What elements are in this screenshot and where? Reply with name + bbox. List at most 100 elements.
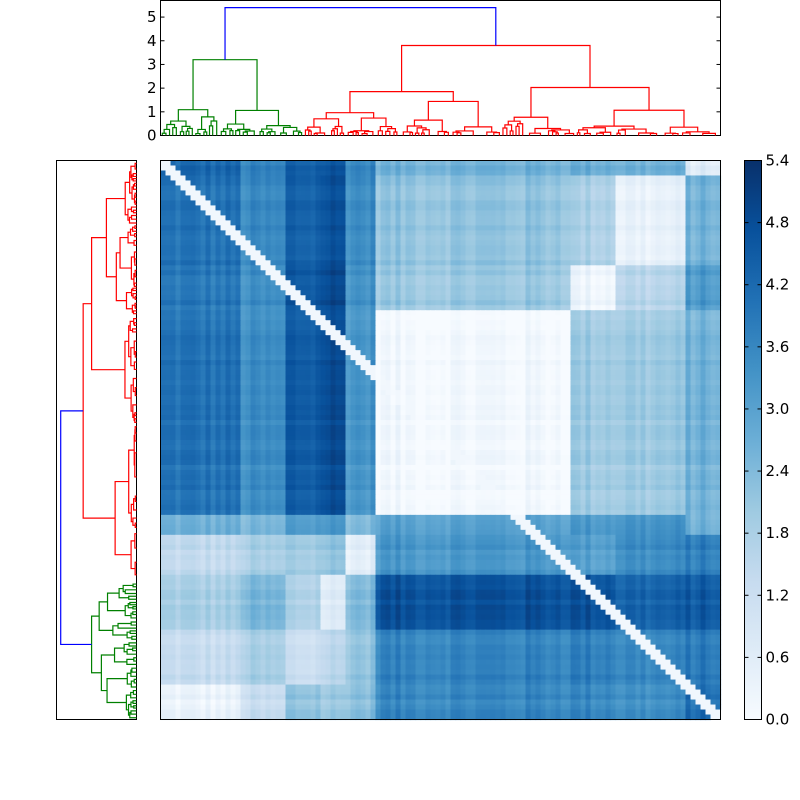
heatmap-cell bbox=[345, 170, 352, 177]
heatmap-cell bbox=[220, 240, 227, 246]
heatmap-cell bbox=[450, 230, 457, 236]
heatmap-cell bbox=[280, 345, 287, 351]
heatmap-cell bbox=[490, 315, 497, 321]
heatmap-cell bbox=[560, 210, 567, 216]
heatmap-cell bbox=[695, 340, 702, 346]
heatmap-cell bbox=[280, 255, 287, 261]
heatmap-cell bbox=[170, 350, 177, 356]
heatmap-cell bbox=[450, 165, 457, 172]
heatmap-cell bbox=[550, 315, 557, 321]
heatmap-cell bbox=[690, 195, 697, 202]
top-dendrogram-link bbox=[455, 130, 474, 136]
heatmap-cell bbox=[325, 185, 332, 192]
heatmap-cell bbox=[680, 275, 687, 281]
heatmap-cell bbox=[390, 350, 397, 356]
heatmap-cell bbox=[255, 250, 262, 256]
heatmap-cell bbox=[200, 195, 207, 202]
heatmap-cell bbox=[480, 290, 487, 296]
heatmap-cell bbox=[275, 355, 282, 361]
heatmap-cell bbox=[370, 260, 377, 266]
heatmap-cell bbox=[685, 360, 692, 366]
heatmap-cell bbox=[535, 200, 542, 207]
heatmap-cell bbox=[585, 270, 592, 276]
heatmap-cell bbox=[660, 195, 667, 202]
heatmap-cell bbox=[560, 350, 567, 356]
heatmap-cell bbox=[705, 345, 712, 351]
heatmap-cell bbox=[375, 300, 382, 306]
heatmap-cell bbox=[420, 305, 427, 311]
heatmap-cell bbox=[370, 220, 377, 226]
heatmap-cell bbox=[415, 320, 422, 326]
heatmap-cell bbox=[295, 365, 302, 371]
heatmap-cell bbox=[255, 180, 262, 187]
left-dendrogram-link bbox=[82, 303, 116, 519]
heatmap-cell bbox=[485, 360, 492, 366]
heatmap-cell bbox=[490, 165, 497, 172]
heatmap-cell bbox=[700, 180, 707, 187]
heatmap-cell bbox=[685, 200, 692, 207]
heatmap-cell bbox=[280, 335, 287, 341]
heatmap-cell bbox=[520, 185, 527, 192]
heatmap-cell bbox=[510, 180, 517, 187]
heatmap-cell bbox=[195, 235, 202, 241]
heatmap-cell bbox=[160, 240, 167, 246]
heatmap-cell bbox=[245, 195, 252, 202]
heatmap-cell bbox=[470, 235, 477, 241]
heatmap-cell bbox=[160, 260, 167, 266]
heatmap-cell bbox=[630, 250, 637, 256]
heatmap-cell bbox=[395, 275, 402, 281]
heatmap-cell bbox=[605, 195, 612, 202]
heatmap-cell bbox=[625, 340, 632, 346]
heatmap-cell bbox=[245, 335, 252, 341]
heatmap-cell bbox=[225, 290, 232, 296]
heatmap-cell bbox=[365, 295, 372, 301]
heatmap-cell bbox=[375, 195, 382, 202]
heatmap-cell bbox=[420, 200, 427, 207]
heatmap-cell bbox=[600, 195, 607, 202]
heatmap-cell bbox=[525, 230, 532, 236]
heatmap-cell bbox=[595, 230, 602, 236]
heatmap-cell bbox=[240, 280, 247, 286]
heatmap-cell bbox=[320, 245, 327, 251]
heatmap-cell bbox=[410, 170, 417, 177]
heatmap-cell bbox=[410, 265, 417, 271]
heatmap-cell bbox=[415, 295, 422, 301]
heatmap-cell bbox=[330, 330, 337, 336]
heatmap-cell bbox=[580, 360, 587, 366]
heatmap-cell bbox=[665, 280, 672, 286]
heatmap-cell bbox=[600, 350, 607, 356]
heatmap-cell bbox=[405, 310, 412, 316]
heatmap-cell bbox=[260, 195, 267, 202]
heatmap-cell bbox=[215, 255, 222, 261]
heatmap-cell bbox=[195, 270, 202, 276]
heatmap-cell bbox=[535, 235, 542, 241]
heatmap-cell bbox=[395, 190, 402, 197]
heatmap-cell bbox=[325, 285, 332, 291]
heatmap-cell bbox=[230, 230, 237, 236]
heatmap-cell bbox=[325, 300, 332, 306]
heatmap-cell bbox=[535, 300, 542, 306]
heatmap-cell bbox=[510, 325, 517, 331]
heatmap-cell bbox=[315, 235, 322, 241]
heatmap-cell bbox=[290, 225, 297, 231]
heatmap-cell bbox=[380, 170, 387, 177]
heatmap-cell bbox=[325, 205, 332, 212]
heatmap-cell bbox=[655, 315, 662, 321]
heatmap-cell bbox=[205, 285, 212, 291]
heatmap-cell bbox=[455, 290, 462, 296]
heatmap-cell bbox=[185, 230, 192, 236]
heatmap-cell bbox=[425, 225, 432, 231]
heatmap-cell bbox=[465, 220, 472, 226]
heatmap-cell bbox=[200, 240, 207, 246]
heatmap-cell bbox=[460, 290, 467, 296]
heatmap-cell bbox=[540, 265, 547, 271]
heatmap-cell bbox=[575, 310, 582, 316]
heatmap-cell bbox=[310, 245, 317, 251]
heatmap-cell bbox=[305, 295, 312, 301]
heatmap-cell bbox=[665, 310, 672, 316]
heatmap-cell bbox=[205, 355, 212, 361]
heatmap-cell bbox=[435, 230, 442, 236]
heatmap-cell bbox=[430, 355, 437, 361]
heatmap-cell bbox=[180, 235, 187, 241]
heatmap-cell bbox=[255, 345, 262, 351]
